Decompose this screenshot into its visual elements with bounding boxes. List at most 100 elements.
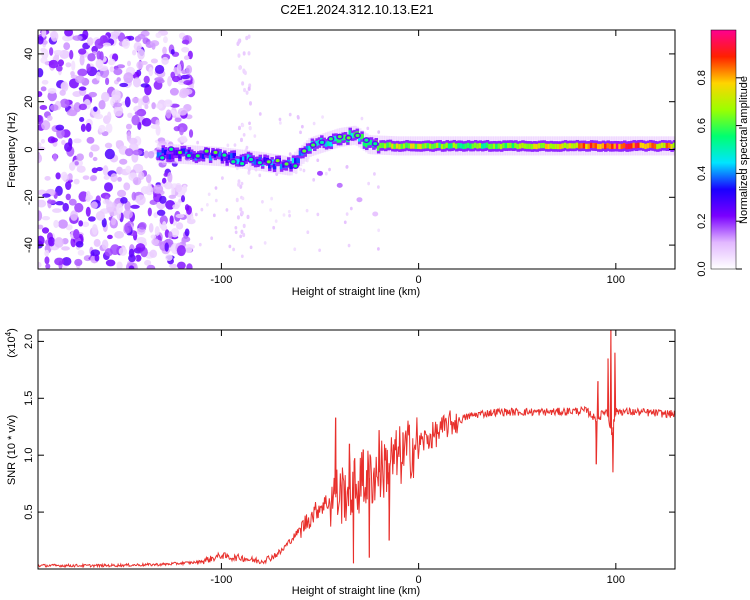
noise-blob bbox=[62, 202, 69, 212]
ridge-core bbox=[535, 143, 539, 150]
snr-line bbox=[38, 330, 675, 569]
noise-blob bbox=[108, 58, 116, 66]
ridge-core bbox=[559, 143, 563, 150]
noise-blob bbox=[55, 124, 65, 131]
ridge-core bbox=[436, 142, 440, 149]
scatter-blob bbox=[239, 234, 243, 239]
ridge-core bbox=[454, 143, 459, 149]
scatter-blob bbox=[312, 121, 316, 126]
x-tick-label: 0 bbox=[416, 274, 422, 286]
scatter-blob bbox=[207, 192, 211, 197]
sparse-blob bbox=[248, 101, 252, 106]
noise-blob bbox=[93, 238, 101, 247]
ridge-core bbox=[511, 143, 516, 149]
sparse-blob bbox=[242, 223, 246, 229]
ridge-core bbox=[585, 143, 589, 150]
noise-blob bbox=[119, 158, 128, 165]
noise-blob bbox=[40, 47, 47, 53]
noise-blob bbox=[116, 261, 123, 269]
ridge-blob-core bbox=[355, 133, 360, 138]
noise-blob bbox=[131, 97, 140, 104]
ridge-core bbox=[547, 143, 551, 150]
ridge-core bbox=[637, 142, 641, 148]
ridge-core bbox=[473, 142, 478, 148]
noise-blob bbox=[181, 69, 188, 75]
ridge-core bbox=[623, 143, 627, 149]
ridge-core bbox=[241, 156, 246, 162]
noise-blob bbox=[101, 91, 110, 103]
scatter-blob bbox=[373, 172, 376, 176]
x-tick-label: 0 bbox=[416, 574, 422, 586]
noise-blob bbox=[107, 234, 113, 240]
noise-blob bbox=[141, 117, 152, 127]
y-tick-label: 0 bbox=[23, 146, 35, 152]
noise-blob bbox=[56, 128, 65, 139]
noise-blob bbox=[78, 220, 84, 227]
ridge-core bbox=[163, 149, 168, 155]
noise-blob bbox=[128, 137, 138, 145]
noise-blob bbox=[52, 208, 62, 213]
noise-blob bbox=[168, 194, 177, 199]
noise-blob bbox=[140, 185, 150, 195]
scatter-blob bbox=[274, 219, 278, 223]
scatter-blob bbox=[261, 199, 264, 204]
noise-blob bbox=[138, 222, 147, 230]
noise-blob bbox=[54, 257, 65, 266]
x-tick-label: 100 bbox=[607, 574, 625, 586]
scatter-blob bbox=[300, 124, 304, 129]
colorbar-tick-label: 0.4 bbox=[696, 166, 708, 181]
ridge-blob-core bbox=[319, 140, 324, 144]
ridge-core bbox=[225, 157, 229, 164]
ridge-core bbox=[563, 142, 568, 148]
ridge-core bbox=[504, 143, 509, 149]
sparse-blob bbox=[239, 184, 243, 189]
ridge-core bbox=[395, 143, 400, 149]
noise-blob bbox=[54, 237, 64, 248]
noise-blob bbox=[144, 104, 149, 110]
ridge-core bbox=[599, 143, 603, 150]
ridge-core bbox=[601, 143, 606, 149]
ridge-core bbox=[170, 153, 175, 160]
noise-blob bbox=[76, 153, 84, 161]
noise-blob bbox=[65, 181, 72, 191]
ridge-core bbox=[294, 158, 298, 164]
ridge-blob-core bbox=[204, 149, 209, 153]
sparse-blob bbox=[242, 232, 246, 238]
snr-x-ticks: -100 0 100 bbox=[210, 330, 625, 586]
noise-blob bbox=[132, 177, 142, 186]
ridge-core bbox=[575, 142, 580, 148]
noise-blob bbox=[169, 263, 178, 269]
sparse-blob bbox=[237, 182, 241, 187]
noise-blob bbox=[156, 79, 165, 84]
noise-blob bbox=[110, 217, 116, 226]
noise-blob bbox=[125, 165, 132, 173]
noise-blob bbox=[147, 150, 155, 159]
noise-blob bbox=[40, 138, 46, 144]
ridge-blob-core bbox=[186, 153, 191, 158]
noise-blob bbox=[44, 256, 50, 265]
scatter-blob bbox=[305, 208, 309, 213]
noise-blob bbox=[151, 238, 160, 246]
sparse-blob bbox=[245, 35, 249, 41]
ridge-core bbox=[239, 157, 244, 163]
scatter-blob bbox=[232, 247, 235, 252]
noise-blob bbox=[132, 163, 144, 174]
noise-blob bbox=[104, 182, 113, 192]
sparse-blob bbox=[239, 137, 243, 143]
scatter-blob bbox=[248, 126, 252, 130]
ridge-core bbox=[594, 143, 599, 149]
noise-blob bbox=[48, 59, 59, 69]
noise-blob bbox=[151, 102, 156, 110]
noise-blob bbox=[161, 56, 169, 65]
y-tick-label: -20 bbox=[23, 189, 35, 205]
noise-blob bbox=[47, 90, 58, 102]
ridge-core bbox=[641, 143, 646, 149]
sparse-blob bbox=[243, 87, 247, 93]
scatter-blob bbox=[225, 208, 229, 212]
noise-blob bbox=[150, 234, 157, 239]
ridge-core bbox=[407, 143, 412, 149]
noise-blob bbox=[169, 215, 174, 225]
ridge-blob-core bbox=[248, 157, 253, 162]
noise-blob bbox=[163, 181, 173, 190]
colorbar-tick-label: 0.8 bbox=[696, 70, 708, 85]
